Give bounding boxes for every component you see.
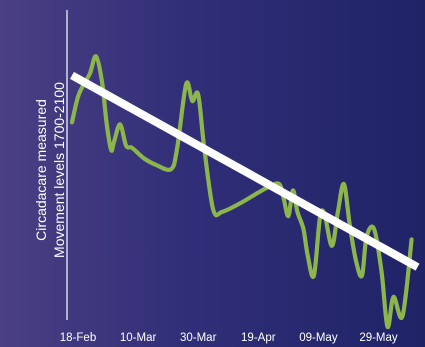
y-axis-label-line-2: Movement levels 1700-2100 bbox=[51, 82, 67, 258]
series-line bbox=[69, 54, 414, 329]
x-tick-label: 10-Mar bbox=[120, 332, 157, 344]
x-tick-label: 18-Feb bbox=[60, 332, 96, 344]
x-tick-label: 29-May bbox=[359, 332, 398, 344]
x-tick-labels: 18-Feb 10-Mar 30-Mar 19-Apr 09-May 29-May bbox=[60, 332, 398, 344]
x-tick-label: 19-Apr bbox=[241, 332, 276, 344]
x-tick-label: 30-Mar bbox=[180, 332, 217, 344]
y-axis-label: Circadacare measured Movement levels 170… bbox=[33, 82, 67, 258]
y-axis-label-line-1: Circadacare measured bbox=[33, 99, 49, 241]
trend-line bbox=[70, 71, 420, 271]
x-tick-label: 09-May bbox=[299, 332, 338, 344]
plot-area bbox=[69, 54, 420, 329]
